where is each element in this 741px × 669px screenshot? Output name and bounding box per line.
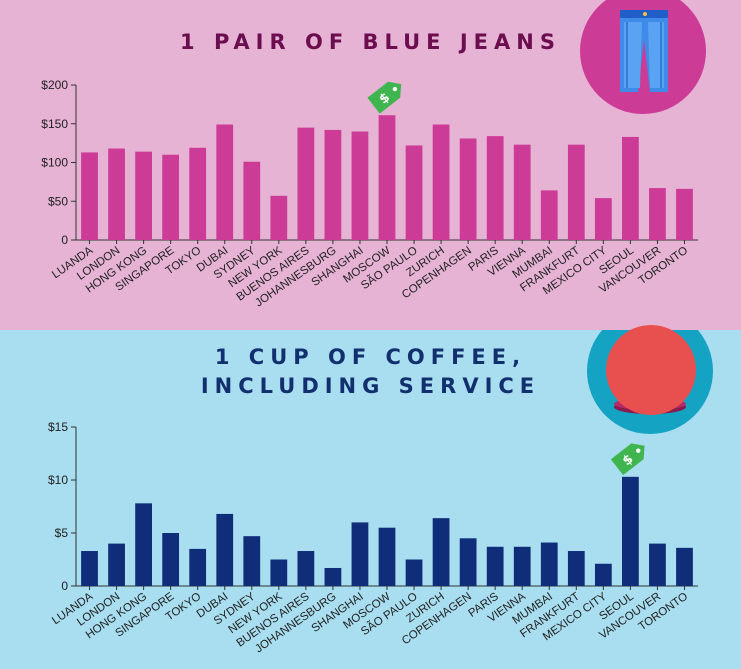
bar — [486, 546, 504, 586]
jeans-icon — [620, 10, 668, 92]
bar — [81, 551, 98, 586]
bar — [405, 559, 423, 586]
bar — [567, 551, 585, 586]
y-tick-label: 0 — [61, 233, 68, 247]
y-tick-label: $50 — [48, 194, 68, 208]
bar — [108, 543, 125, 586]
bar — [622, 136, 639, 240]
bar — [297, 551, 315, 586]
bar — [649, 543, 666, 586]
y-tick-label: $5 — [55, 526, 69, 540]
bar — [594, 198, 612, 240]
bar — [676, 547, 693, 586]
y-tick-label: $200 — [41, 78, 68, 92]
bar — [351, 131, 369, 240]
bar — [162, 154, 180, 240]
price-tag-icon: $ — [610, 443, 645, 476]
coffee-chart-title-line2: INCLUDING SERVICE — [200, 374, 541, 398]
bar — [162, 533, 180, 586]
bar — [135, 503, 152, 586]
bar — [189, 147, 207, 240]
bar — [297, 127, 315, 240]
price-tag-icon: $ — [367, 81, 402, 114]
y-tick-label: $15 — [48, 420, 68, 434]
y-tick-label: $10 — [48, 473, 68, 487]
y-tick-label: $150 — [41, 117, 68, 131]
bar — [594, 563, 612, 586]
jeans-icon-circle — [580, 0, 706, 114]
jeans-chart-title: 1 PAIR OF BLUE JEANS — [180, 30, 561, 54]
bar — [432, 124, 450, 240]
bar — [540, 542, 558, 586]
bar — [351, 522, 369, 586]
bar — [486, 136, 504, 240]
bar — [108, 148, 125, 240]
bar — [216, 513, 234, 586]
bar — [622, 476, 639, 586]
bar — [270, 195, 288, 240]
y-tick-label: $100 — [41, 156, 68, 170]
y-tick-label: 0 — [61, 579, 68, 593]
next-section-icon-circle — [606, 325, 696, 415]
bar — [243, 161, 261, 240]
bar — [189, 548, 207, 586]
bar — [216, 124, 234, 240]
bar — [405, 145, 423, 240]
bar — [567, 144, 585, 240]
coffee-chart-title-line1: 1 CUP OF COFFEE, — [214, 345, 527, 369]
jeans-panel: 1 PAIR OF BLUE JEANS 0 $50 $100 $150 $200 LUA… — [0, 0, 741, 330]
bar — [243, 536, 261, 586]
bar — [459, 138, 477, 240]
bar — [324, 129, 342, 240]
bar — [324, 567, 342, 586]
bar — [270, 559, 288, 586]
bar — [135, 151, 152, 240]
bar — [81, 152, 98, 240]
bar — [513, 546, 531, 586]
bar — [649, 188, 666, 240]
bar — [459, 538, 477, 586]
bar — [432, 518, 450, 586]
bar — [676, 188, 693, 240]
bar — [513, 144, 531, 240]
bar — [378, 527, 396, 586]
bar — [540, 190, 558, 240]
bar — [378, 115, 396, 240]
